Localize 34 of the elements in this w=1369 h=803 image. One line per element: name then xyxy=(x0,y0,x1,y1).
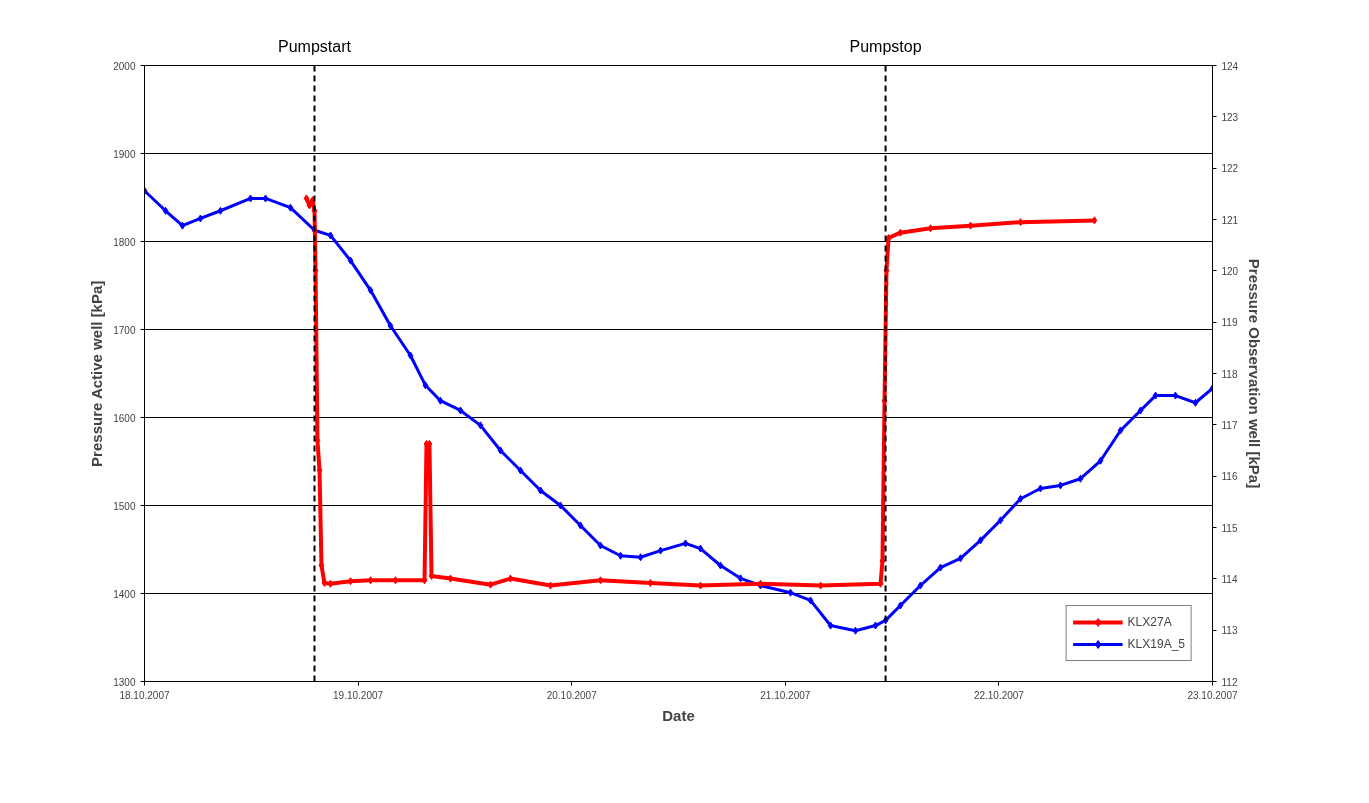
y2-tick-label: 118 xyxy=(1221,368,1238,380)
x-tick-label: 19.10.2007 xyxy=(333,689,384,701)
y2-tick-label: 121 xyxy=(1221,214,1239,226)
x-axis-title: Date xyxy=(662,706,695,724)
y2-tick-label: 122 xyxy=(1221,163,1239,175)
y-tick-label: 1500 xyxy=(113,500,136,512)
ref-line-label: Pumpstart xyxy=(278,37,352,55)
y2-tick-label: 120 xyxy=(1221,265,1239,277)
y2-tick-label: 115 xyxy=(1221,522,1238,534)
y2-tick-label: 114 xyxy=(1221,573,1238,585)
y2-tick-label: 113 xyxy=(1221,625,1238,637)
y2-tick-label: 123 xyxy=(1221,111,1239,123)
y2-tick-label: 124 xyxy=(1221,60,1239,72)
y2-tick-label: 112 xyxy=(1221,676,1238,688)
y-tick-label: 1800 xyxy=(113,236,136,248)
y2-axis-title: Pressure Observation well [kPa] xyxy=(1246,258,1264,489)
x-tick-label: 20.10.2007 xyxy=(546,689,598,701)
y-tick-label: 2000 xyxy=(113,60,136,72)
x-tick-label: 21.10.2007 xyxy=(760,689,811,701)
y2-tick-label: 116 xyxy=(1221,471,1238,483)
y-axis-title: Pressure Active well [kPa] xyxy=(88,280,106,467)
y-tick-label: 1600 xyxy=(113,412,136,424)
x-tick-label: 22.10.2007 xyxy=(973,689,1025,701)
legend-label: KLX19A_5 xyxy=(1127,637,1185,651)
y-tick-label: 1300 xyxy=(113,676,136,688)
y2-tick-label: 117 xyxy=(1221,419,1238,431)
y2-tick-label: 119 xyxy=(1221,317,1238,329)
x-tick-label: 18.10.2007 xyxy=(119,689,170,701)
legend-label: KLX27A xyxy=(1127,615,1172,629)
y-tick-label: 1400 xyxy=(113,588,136,600)
y-tick-label: 1700 xyxy=(113,324,136,336)
x-tick-label: 23.10.2007 xyxy=(1187,689,1238,701)
ref-line-label: Pumpstop xyxy=(849,37,922,55)
y-tick-label: 1900 xyxy=(113,148,136,160)
